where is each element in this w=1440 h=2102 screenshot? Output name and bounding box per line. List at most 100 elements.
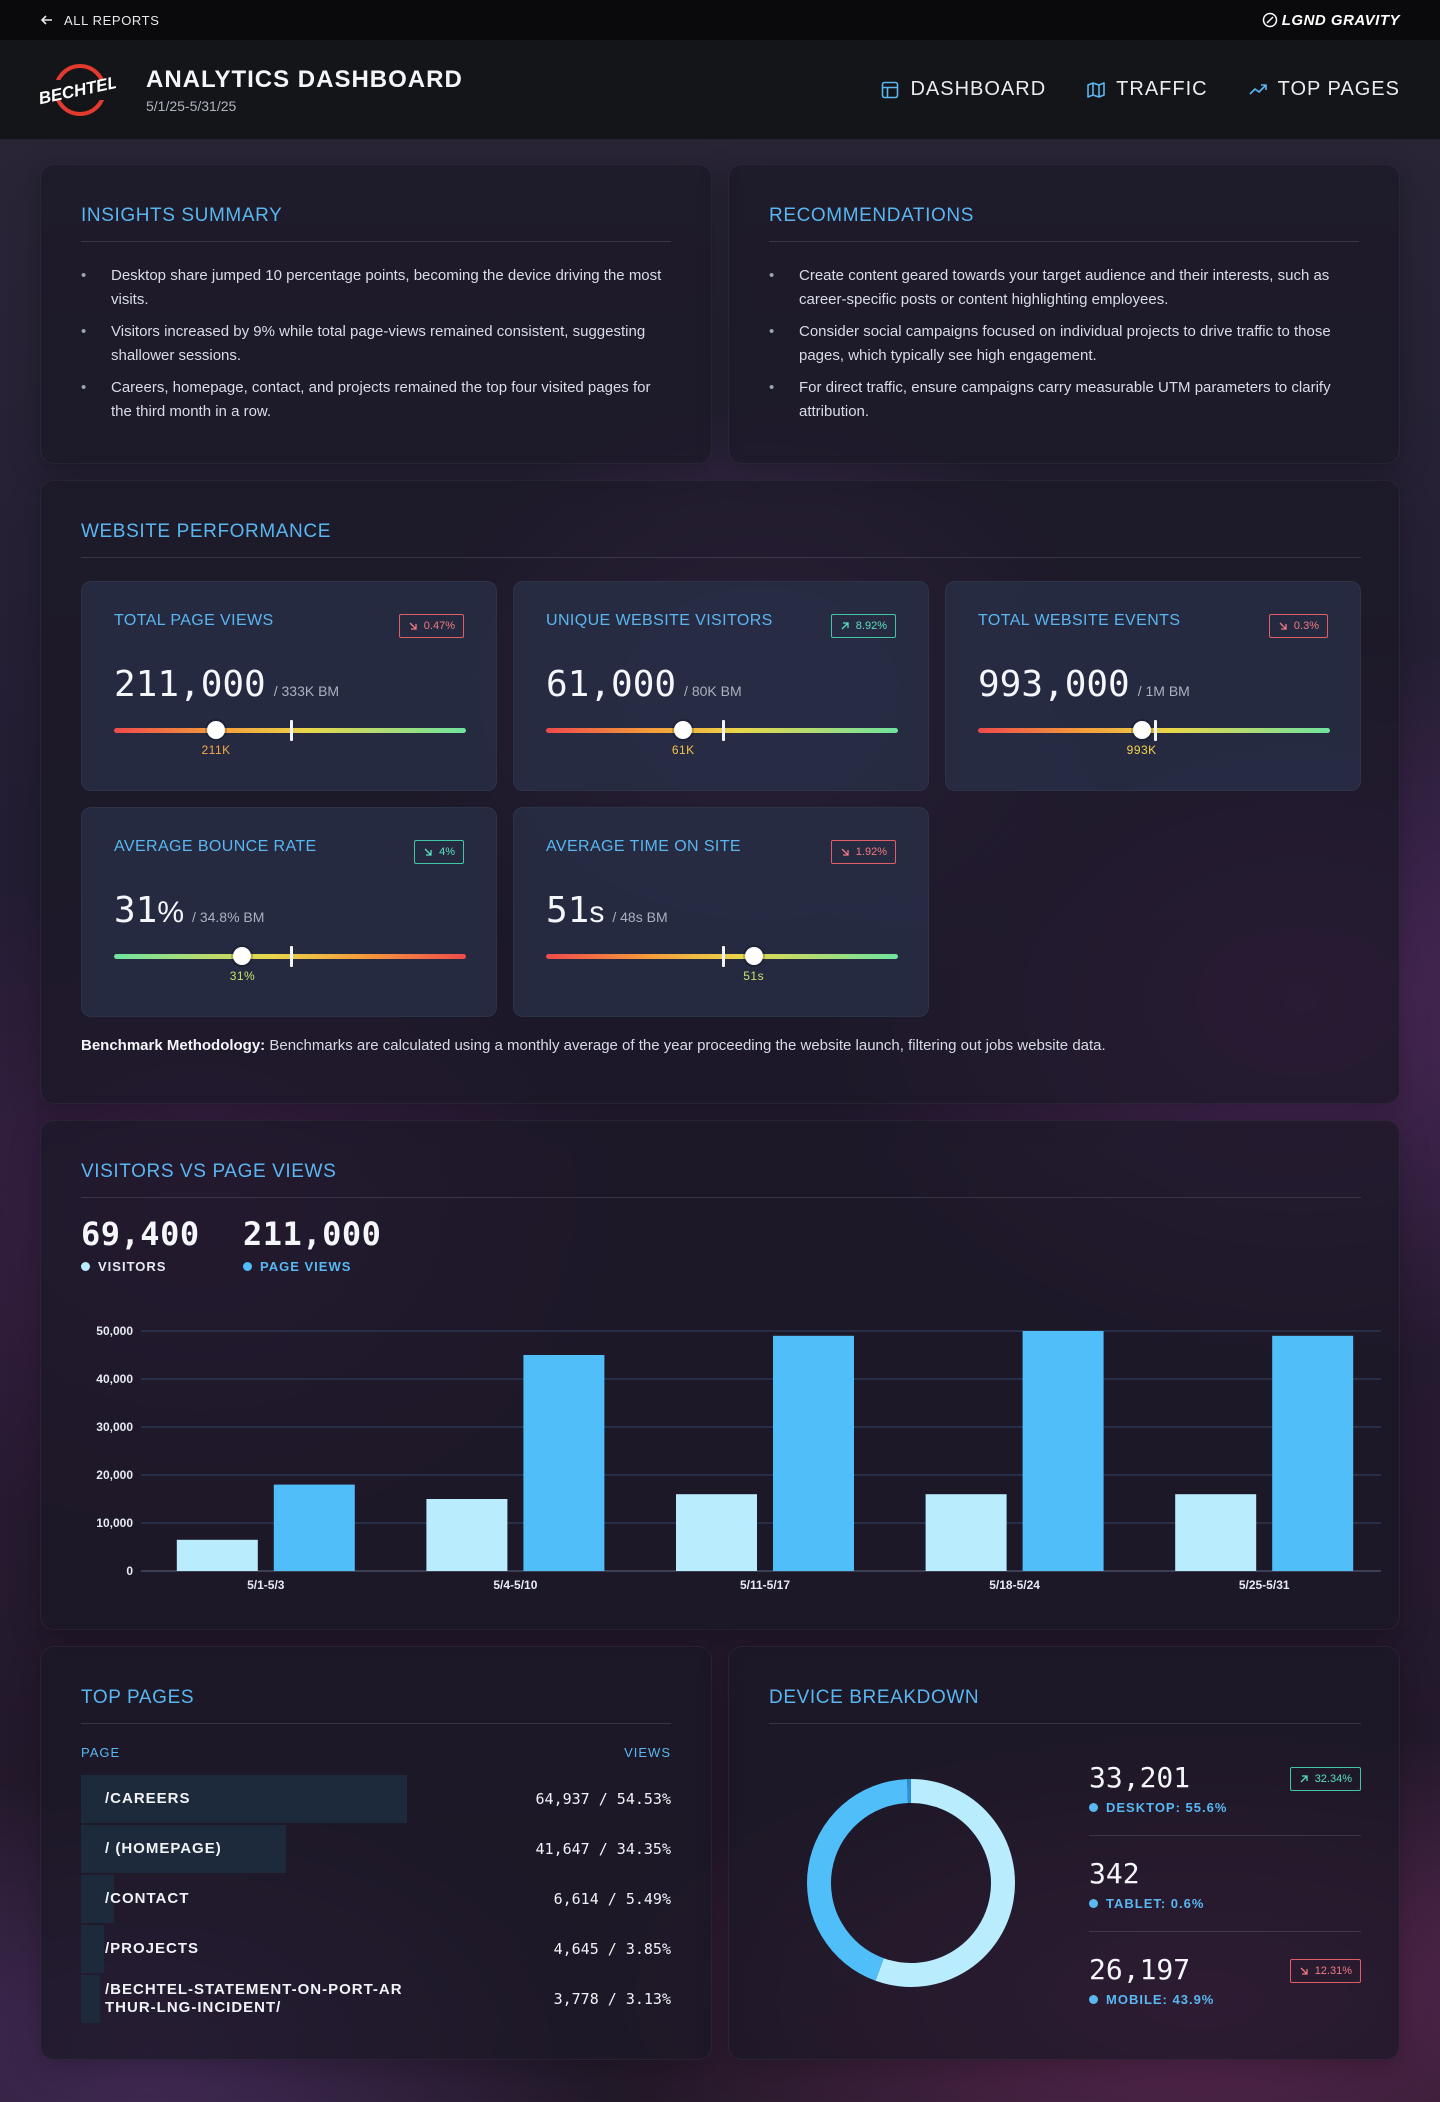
kpi-benchmark-gauge: 211K (114, 720, 466, 757)
y-tick-label: 10,000 (96, 1516, 133, 1530)
arrow-down-right-icon (841, 848, 849, 856)
benchmark-tick (290, 720, 293, 741)
bar-page-views[interactable] (773, 1335, 854, 1571)
gauge-knob (207, 721, 226, 739)
x-tick-label: 5/1-5/3 (247, 1578, 285, 1592)
kpi-benchmark: / 333K BM (273, 683, 340, 699)
donut-slice[interactable] (875, 1779, 1015, 1987)
date-range: 5/1/25-5/31/25 (146, 97, 237, 114)
list-item: • For direct traffic, ensure campaigns ca… (769, 379, 1331, 420)
lgnd-gravity-text: LGND GRAVITY (1281, 11, 1400, 29)
gauge-knob-label: 51s (743, 969, 765, 983)
bar-page-views[interactable] (1272, 1335, 1354, 1571)
all-reports-link[interactable]: ALL REPORTS (40, 13, 159, 28)
column-header-page: PAGE (81, 1745, 121, 1760)
x-tick-label: 5/18-5/24 (989, 1578, 1040, 1592)
performance-title: WEBSITE PERFORMANCE (81, 521, 1361, 558)
bar-visitors[interactable] (676, 1494, 757, 1571)
performance-card: WEBSITE PERFORMANCE TOTAL PAGE VIEWS 0.47… (40, 480, 1400, 1104)
table-row[interactable]: /CAREERS 64,937 / 54.53% (81, 1775, 671, 1823)
kpi-card: TOTAL WEBSITE EVENTS 0.3% 993,000/ 1M BM 99… (945, 581, 1361, 791)
recommendations-card: RECOMMENDATIONS • Create content geared t… (728, 164, 1400, 464)
kpi-benchmark: / 48s BM (612, 909, 668, 925)
device-card: DEVICE BREAKDOWN 33,201 DESKTOP: 55.6% 3… (728, 1646, 1400, 2060)
page-path: /CAREERS (105, 1790, 191, 1807)
kpi-card: TOTAL PAGE VIEWS 0.47% 211,000/ 333K BM 211… (81, 581, 497, 791)
page-views-value: 41,647 / 34.35% (535, 1840, 671, 1858)
device-desktop: 33,201 DESKTOP: 55.6% 32.34% (1089, 1761, 1361, 1815)
table-row[interactable]: /BECHTEL-STATEMENT-ON-PORT-ARTHUR-LNG-IN… (81, 1975, 671, 2023)
arrow-left-icon (40, 15, 52, 25)
kpi-trend-badge: 0.3% (1268, 614, 1328, 638)
gauge-knob (674, 721, 693, 739)
kpi-trend-badge: 4% (414, 840, 464, 864)
arrow-down-right-icon (409, 622, 417, 630)
trending-up-icon (1249, 83, 1267, 95)
mobile-trend-badge: 12.31% (1289, 1959, 1361, 1983)
nav-top-pages[interactable]: TOP PAGES (1248, 78, 1400, 101)
page-views-value: 4,645 / 3.85% (553, 1940, 671, 1958)
page-views-value: 3,778 / 3.13% (553, 1990, 671, 2008)
top-pages-card: TOP PAGES PAGE VIEWS /CAREERS 64,937 / 54… (40, 1646, 712, 2060)
kpi-benchmark-gauge: 993K (978, 720, 1330, 757)
arrow-down-right-icon (1300, 1967, 1308, 1975)
bar-page-views[interactable] (523, 1355, 605, 1571)
bar-visitors[interactable] (426, 1499, 508, 1571)
share-bar (81, 1775, 407, 1823)
table-row[interactable]: /CONTACT 6,614 / 5.49% (81, 1875, 671, 1923)
top-pages-title: TOP PAGES (81, 1687, 671, 1724)
bar-visitors[interactable] (925, 1494, 1007, 1571)
device-mobile: 26,197 MOBILE: 43.9% 12.31% (1089, 1953, 1361, 2007)
kpi-benchmark-gauge: 61K (546, 720, 898, 757)
kpi-value: 31%/ 34.8% BM (114, 890, 265, 931)
kpi-card: UNIQUE WEBSITE VISITORS 8.92% 61,000/ 80K … (513, 581, 929, 791)
list-item: • Desktop share jumped 10 percentage poin… (81, 267, 662, 308)
top-bar: ALL REPORTS LGND GRAVITY (0, 0, 1440, 40)
gauge-knob (233, 947, 252, 965)
desktop-trend-badge: 32.34% (1289, 1767, 1361, 1791)
arrow-up-right-icon (1300, 1775, 1308, 1783)
bar-visitors[interactable] (176, 1539, 258, 1571)
bechtel-logo: BECHTEL (37, 60, 119, 120)
page-path: / (HOMEPAGE) (105, 1840, 222, 1857)
kpi-label: AVERAGE BOUNCE RATE (114, 838, 317, 855)
nav-traffic[interactable]: TRAFFIC (1086, 78, 1207, 101)
arrow-up-right-icon (841, 622, 849, 630)
kpi-benchmark: / 80K BM (684, 683, 742, 699)
list-item: • Consider social campaigns focused on in… (769, 323, 1331, 364)
benchmark-tick (290, 946, 293, 967)
y-tick-label: 0 (126, 1564, 133, 1578)
list-item: • Visitors increased by 9% while total pa… (81, 323, 646, 364)
bar-page-views[interactable] (1022, 1331, 1104, 1571)
page-views-value: 64,937 / 54.53% (535, 1790, 671, 1808)
kpi-trend-badge: 0.47% (398, 614, 464, 638)
page-views-value: 6,614 / 5.49% (553, 1890, 671, 1908)
kpi-benchmark-gauge: 51s (546, 946, 898, 983)
kpi-label: TOTAL WEBSITE EVENTS (978, 612, 1181, 629)
visitors-pageviews-bar-chart: 0 10,000 20,000 30,000 40,000 50,000 5/1-5/3 5/… (96, 1324, 1381, 1592)
benchmark-tick (722, 946, 725, 967)
kpi-label: UNIQUE WEBSITE VISITORS (546, 612, 773, 629)
list-item: • Careers, homepage, contact, and project… (81, 379, 651, 420)
share-bar (81, 1875, 114, 1923)
bar-page-views[interactable] (273, 1484, 355, 1571)
table-row[interactable]: / (HOMEPAGE) 41,647 / 34.35% (81, 1825, 671, 1873)
lgnd-gravity-mark-icon (1262, 12, 1278, 28)
table-row[interactable]: /PROJECTS 4,645 / 3.85% (81, 1925, 671, 1973)
nav-dashboard[interactable]: DASHBOARD (880, 78, 1046, 101)
visitors-total: 69,400 VISITORS (81, 1215, 200, 1274)
x-tick-label: 5/11-5/17 (740, 1578, 790, 1592)
list-item: • Create content geared towards your targ… (769, 267, 1330, 308)
bar-visitors[interactable] (1175, 1494, 1257, 1571)
device-tablet: 342 TABLET: 0.6% (1089, 1857, 1205, 1911)
donut-slice[interactable] (807, 1779, 909, 1981)
recommendations-list: • Create content geared towards your targ… (769, 264, 1359, 424)
insights-card: INSIGHTS SUMMARY • Desktop share jumped 1… (40, 164, 712, 464)
kpi-label: TOTAL PAGE VIEWS (114, 612, 274, 629)
gauge-knob-label: 61K (671, 743, 695, 757)
visitors-chart-title: VISITORS VS PAGE VIEWS (81, 1161, 1361, 1198)
kpi-value: 51s/ 48s BM (546, 890, 668, 931)
share-bar (81, 1975, 100, 2023)
column-header-views: VIEWS (624, 1745, 671, 1760)
kpi-benchmark-gauge: 31% (114, 946, 466, 983)
